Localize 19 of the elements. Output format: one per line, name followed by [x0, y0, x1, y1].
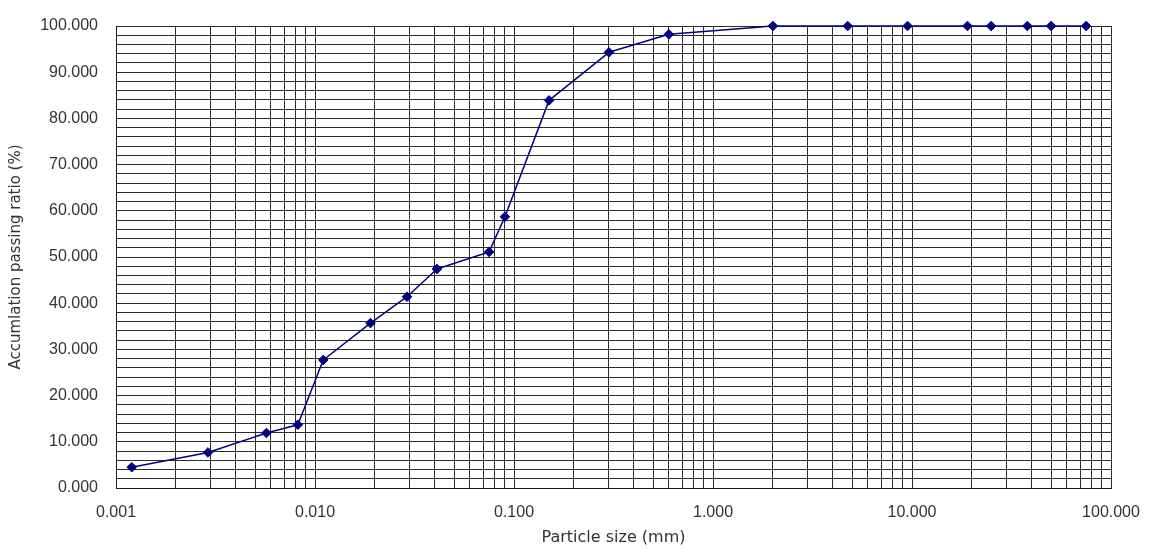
- y-tick-label: 0.000: [57, 478, 99, 496]
- x-tick-label: 0.010: [294, 503, 336, 521]
- x-tick-label: 1.000: [692, 503, 734, 521]
- y-tick-label: 40.000: [49, 293, 99, 311]
- y-tick-label: 50.000: [49, 247, 99, 265]
- x-tick-label: 0.100: [493, 503, 535, 521]
- x-tick-label: 0.001: [95, 503, 137, 521]
- y-tick-label: 30.000: [49, 339, 99, 357]
- x-axis-title: Particle size (mm): [541, 526, 686, 546]
- y-tick-label: 10.000: [49, 432, 99, 450]
- y-tick-label: 90.000: [49, 62, 99, 80]
- y-axis-title: Accumlation passing ratio (%): [5, 144, 24, 370]
- x-tick-label: 100.000: [1082, 503, 1141, 521]
- y-tick-label: 20.000: [49, 386, 99, 404]
- y-tick-label: 60.000: [49, 201, 99, 219]
- y-tick-label: 70.000: [49, 155, 99, 173]
- y-tick-label: 80.000: [49, 108, 99, 126]
- y-tick-label: 100.000: [40, 16, 99, 34]
- x-tick-label: 10.000: [887, 503, 937, 521]
